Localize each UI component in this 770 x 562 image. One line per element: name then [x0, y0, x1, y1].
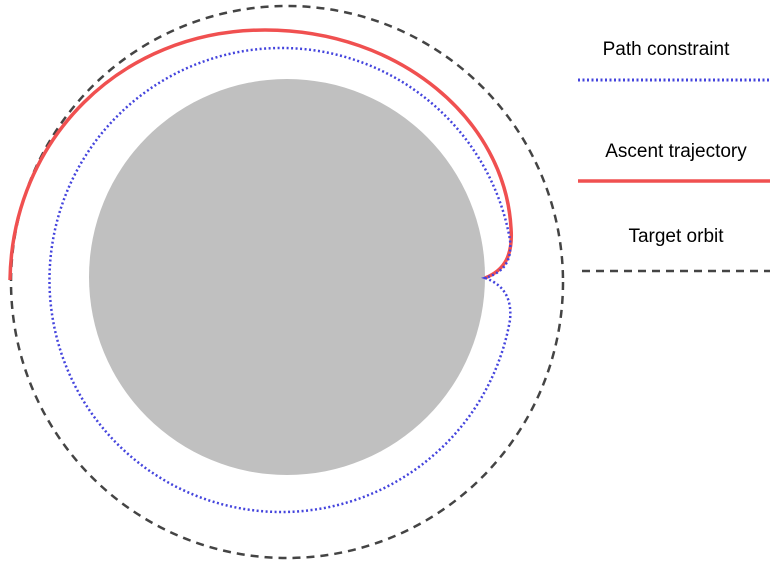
ascent-trajectory — [8, 28, 514, 281]
planet — [89, 79, 485, 475]
target-orbit — [9, 4, 565, 560]
legend-label: Target orbit — [628, 226, 724, 247]
legend-label: Path constraint — [603, 39, 730, 60]
legend-label: Ascent trajectory — [605, 141, 747, 162]
path-constraint — [48, 46, 512, 514]
